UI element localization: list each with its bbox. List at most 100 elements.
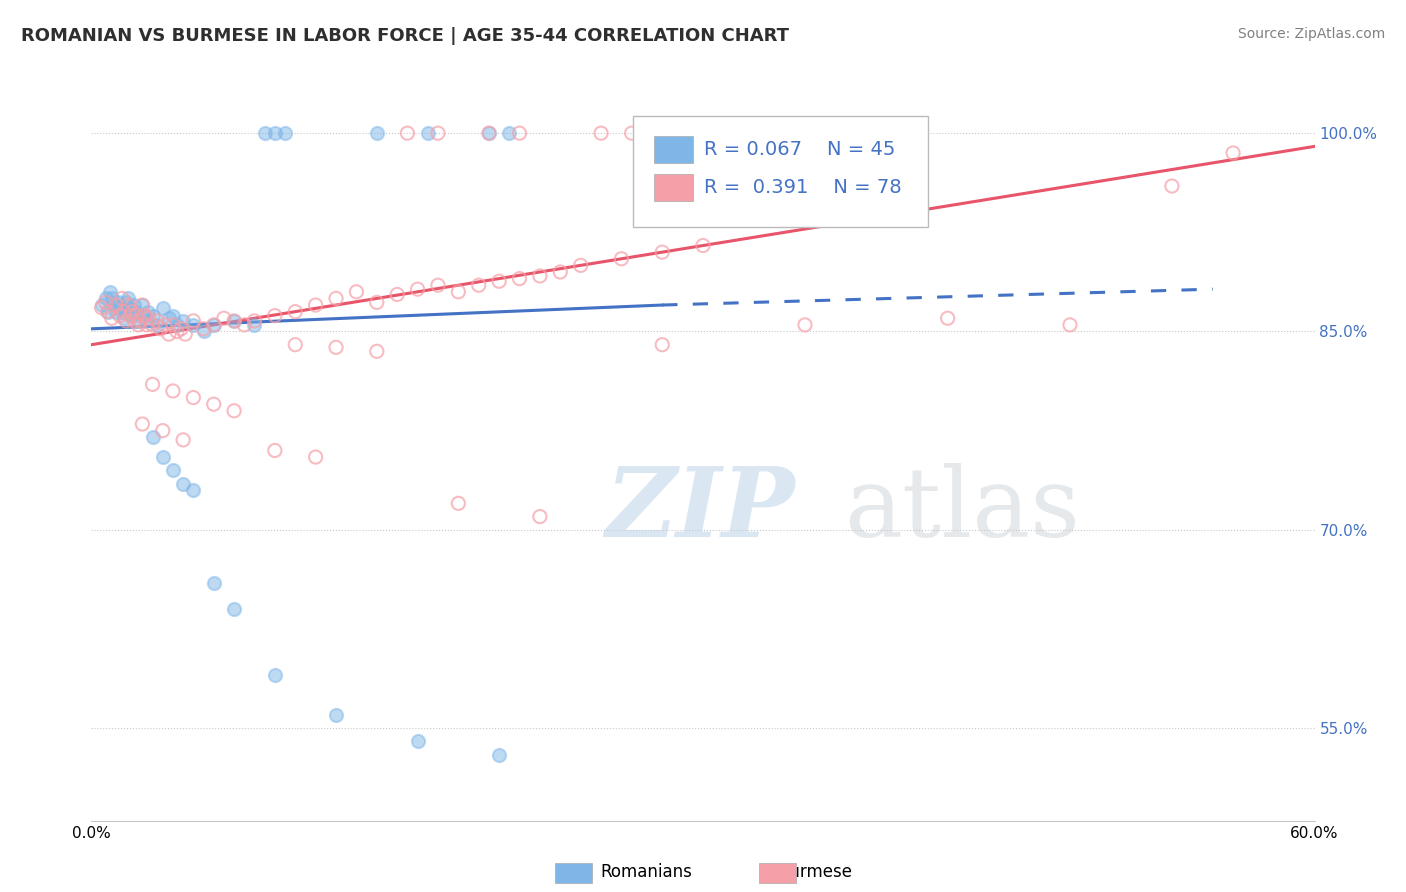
Text: ZIP: ZIP (605, 463, 794, 557)
Point (416, 126, 439, 140)
Point (1059, 318, 1081, 332)
Point (172, 476, 194, 491)
Point (141, 430, 163, 444)
Point (111, 304, 134, 318)
Point (569, 259, 592, 273)
Point (325, 292, 347, 306)
Point (529, 509, 551, 524)
Point (90, 301, 112, 315)
Point (793, 318, 815, 332)
Point (138, 311, 160, 326)
Point (107, 295, 129, 310)
Point (141, 309, 163, 323)
Point (478, 126, 501, 140)
Point (385, 287, 409, 301)
Point (141, 377, 163, 392)
Point (936, 311, 959, 326)
Point (104, 304, 127, 318)
Point (138, 304, 160, 318)
Point (94, 295, 117, 310)
Point (233, 318, 256, 332)
Point (396, 126, 419, 140)
Point (145, 318, 167, 332)
Point (152, 424, 174, 438)
Point (166, 325, 188, 339)
Point (488, 747, 510, 762)
Point (135, 314, 157, 328)
Point (620, 126, 643, 140)
Point (162, 309, 184, 323)
Point (478, 126, 501, 140)
Point (183, 391, 205, 405)
Point (1161, 179, 1184, 194)
Point (104, 298, 127, 312)
Point (162, 318, 184, 332)
Point (222, 314, 246, 328)
Point (284, 337, 307, 351)
Point (131, 298, 153, 312)
Point (467, 278, 491, 293)
Point (325, 707, 347, 722)
Point (509, 126, 531, 140)
Point (692, 238, 714, 252)
Point (122, 314, 145, 328)
Point (121, 309, 143, 323)
Point (610, 252, 633, 266)
Point (427, 126, 450, 140)
Point (129, 314, 152, 328)
Point (162, 463, 184, 477)
Point (366, 344, 388, 359)
Point (264, 309, 287, 323)
Point (284, 304, 307, 318)
Point (264, 443, 287, 458)
Point (304, 298, 326, 312)
Point (108, 301, 131, 315)
Point (366, 295, 388, 310)
Point (152, 450, 174, 464)
Point (117, 298, 139, 312)
Point (264, 668, 287, 682)
Point (131, 298, 153, 312)
Point (498, 126, 520, 140)
Point (243, 314, 266, 328)
Point (97, 304, 120, 318)
Point (125, 309, 148, 323)
Point (447, 496, 470, 510)
Point (135, 318, 157, 332)
Point (651, 337, 673, 351)
Point (172, 314, 194, 328)
Text: Burmese: Burmese (779, 863, 852, 881)
Point (101, 311, 124, 326)
Point (98, 285, 121, 299)
Text: R = 0.067    N = 45: R = 0.067 N = 45 (704, 140, 896, 160)
Point (304, 450, 326, 464)
Point (264, 126, 287, 140)
Point (90, 298, 112, 312)
Point (651, 245, 673, 260)
Point (174, 327, 197, 342)
Point (346, 285, 368, 299)
Point (550, 265, 572, 279)
Point (120, 301, 142, 315)
Point (162, 384, 184, 398)
Point (488, 274, 510, 288)
Point (193, 322, 215, 336)
Point (115, 295, 138, 310)
Point (122, 298, 145, 312)
Point (101, 292, 124, 306)
Point (145, 314, 167, 328)
Point (149, 322, 172, 336)
Text: ROMANIAN VS BURMESE IN LABOR FORCE | AGE 35-44 CORRELATION CHART: ROMANIAN VS BURMESE IN LABOR FORCE | AGE… (21, 27, 789, 45)
Point (509, 271, 531, 285)
Point (131, 417, 153, 431)
Point (115, 314, 138, 328)
Point (111, 292, 134, 306)
Point (108, 309, 131, 323)
Point (222, 602, 246, 616)
Text: Romanians: Romanians (600, 863, 693, 881)
Point (325, 340, 347, 354)
Point (222, 404, 246, 418)
Point (172, 433, 194, 447)
Point (152, 301, 174, 315)
Text: Source: ZipAtlas.com: Source: ZipAtlas.com (1237, 27, 1385, 41)
